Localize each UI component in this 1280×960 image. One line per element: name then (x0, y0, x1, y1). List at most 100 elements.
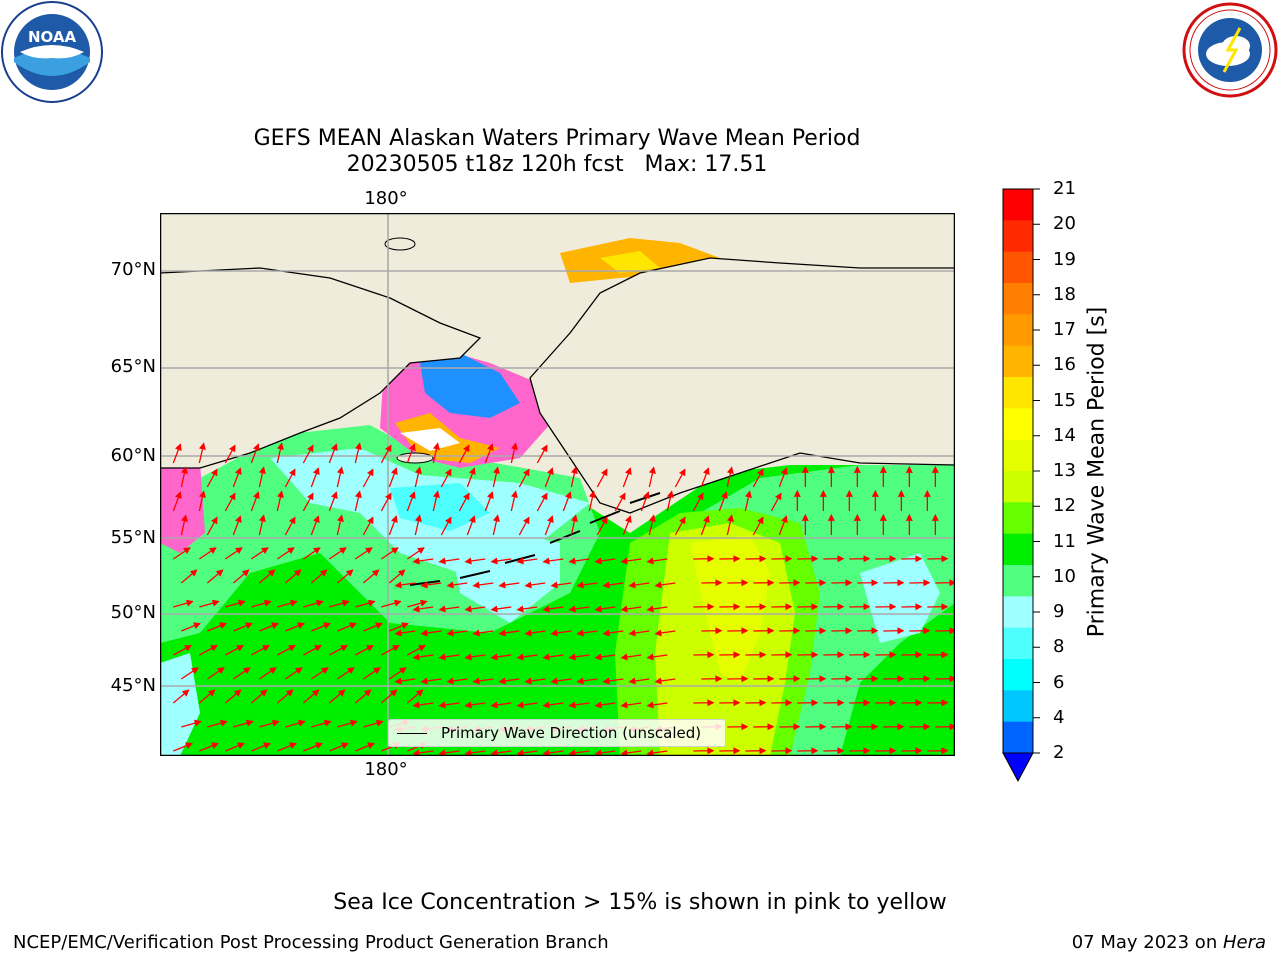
wave-arrow-head (601, 516, 608, 525)
wave-arrow-head (941, 555, 949, 563)
colorbar-segment (1003, 471, 1033, 503)
colorbar-segment (1003, 189, 1033, 221)
wave-arrow-head (733, 651, 741, 659)
wave-arrow-head (915, 699, 923, 707)
wave-arrow-head (258, 514, 266, 522)
wave-arrow-head (367, 516, 374, 525)
wave-arrow-head (837, 651, 845, 659)
wave-arrow-head (235, 467, 242, 476)
wave-arrow-head (721, 491, 728, 500)
wave-arrow-head (576, 581, 584, 589)
colorbar-segment (1003, 283, 1033, 315)
wave-arrow-head (897, 489, 905, 497)
wave-arrow-head (863, 699, 871, 707)
wave-arrow-head (570, 514, 578, 522)
wave-arrow-head (438, 557, 446, 565)
wave-arrow-head (801, 513, 809, 521)
wave-arrow-head (853, 465, 861, 473)
wave-arrow-head (487, 443, 494, 452)
wave-arrow-head (819, 627, 827, 635)
wave-arrow-head (313, 467, 320, 476)
wave-arrow-head (432, 442, 440, 450)
wave-arrow-head (811, 699, 819, 707)
wave-arrow-head (949, 579, 955, 587)
wave-period-map (160, 213, 955, 756)
wave-arrow-head (288, 645, 296, 652)
wave-arrow-head (490, 701, 498, 709)
wave-arrow-head (707, 603, 715, 611)
wave-arrow-head (313, 515, 320, 524)
wave-arrow-head (263, 599, 272, 607)
wave-arrow-head (767, 675, 775, 683)
colorbar-segment (1003, 439, 1033, 472)
wave-arrow-head (646, 701, 654, 709)
wave-arrow-head (314, 645, 322, 652)
wave-arrow-head (464, 605, 472, 613)
wave-arrow-head (757, 516, 764, 525)
wave-arrow-head (648, 466, 656, 474)
wave-arrow-head (392, 645, 400, 652)
wave-arrow-head (542, 653, 550, 661)
footer-host: Hera (1222, 932, 1266, 953)
wave-arrow-head (565, 491, 572, 500)
wave-arrow-head (472, 677, 480, 685)
wave-arrow-head (371, 569, 380, 577)
wave-arrow-head (365, 547, 373, 555)
colorbar-tick-label: 8 (1053, 636, 1065, 658)
wave-arrow-head (469, 515, 476, 524)
wave-arrow-head (837, 555, 845, 563)
wave-arrow-head (420, 629, 428, 637)
wave-arrow-head (889, 603, 897, 611)
wave-arrow-head (568, 701, 576, 709)
wave-arrow-head (703, 467, 710, 476)
wave-arrow-head (827, 465, 835, 473)
map-title-line2: 20230505 t18z 120h fcst Max: 17.51 (346, 152, 768, 177)
wave-arrow-head (331, 443, 338, 452)
wave-arrow-head (845, 489, 853, 497)
wave-arrow-head (262, 645, 270, 652)
wave-arrow-head (620, 701, 628, 709)
wave-arrow-head (733, 555, 741, 563)
wave-arrow-head (524, 677, 532, 685)
wave-arrow-head (414, 514, 422, 522)
wave-arrow-head (319, 569, 328, 577)
wave-arrow-head (397, 569, 406, 577)
wave-arrow-head (276, 490, 284, 498)
wave-arrow-head (412, 605, 420, 613)
wave-arrow-head (785, 699, 793, 707)
wave-arrow-head (445, 468, 452, 477)
wave-arrow-head (285, 689, 294, 697)
wave-arrow-head (568, 605, 576, 613)
wave-arrow-head (594, 701, 602, 709)
wave-arrow-head (819, 579, 827, 587)
wave-arrow-head (871, 723, 879, 731)
wave-arrow-head (707, 555, 715, 563)
wave-arrow-head (863, 555, 871, 563)
wave-arrow-head (463, 444, 470, 453)
wave-arrow-head (767, 723, 775, 731)
wave-arrow-head (516, 701, 524, 709)
wave-arrow-head (897, 579, 905, 587)
wave-arrow-head (941, 747, 949, 755)
wave-arrow-head (181, 689, 190, 697)
wave-arrow-head (871, 675, 879, 683)
wave-arrow-head (420, 581, 428, 589)
wave-arrow-head (331, 491, 338, 500)
wave-arrow-head (409, 443, 416, 452)
wave-arrow-head (516, 605, 524, 613)
wave-arrow-head (715, 675, 723, 683)
wave-arrow-head (523, 468, 530, 477)
colorbar-tick-label: 12 (1053, 495, 1076, 517)
wave-arrow-head (366, 645, 374, 652)
wave-arrow-head (293, 569, 302, 577)
wave-arrow-head (889, 555, 897, 563)
wave-arrow-head (654, 629, 662, 637)
wave-arrow-head (363, 689, 372, 697)
wave-arrow-head (311, 689, 320, 697)
wave-arrow-head (295, 667, 303, 675)
wave-arrow-head (733, 747, 741, 755)
wave-arrow-head (759, 555, 767, 563)
wave-arrow-head (811, 603, 819, 611)
colorbar-tick-label: 13 (1053, 460, 1076, 481)
wave-arrow-head (697, 492, 704, 501)
